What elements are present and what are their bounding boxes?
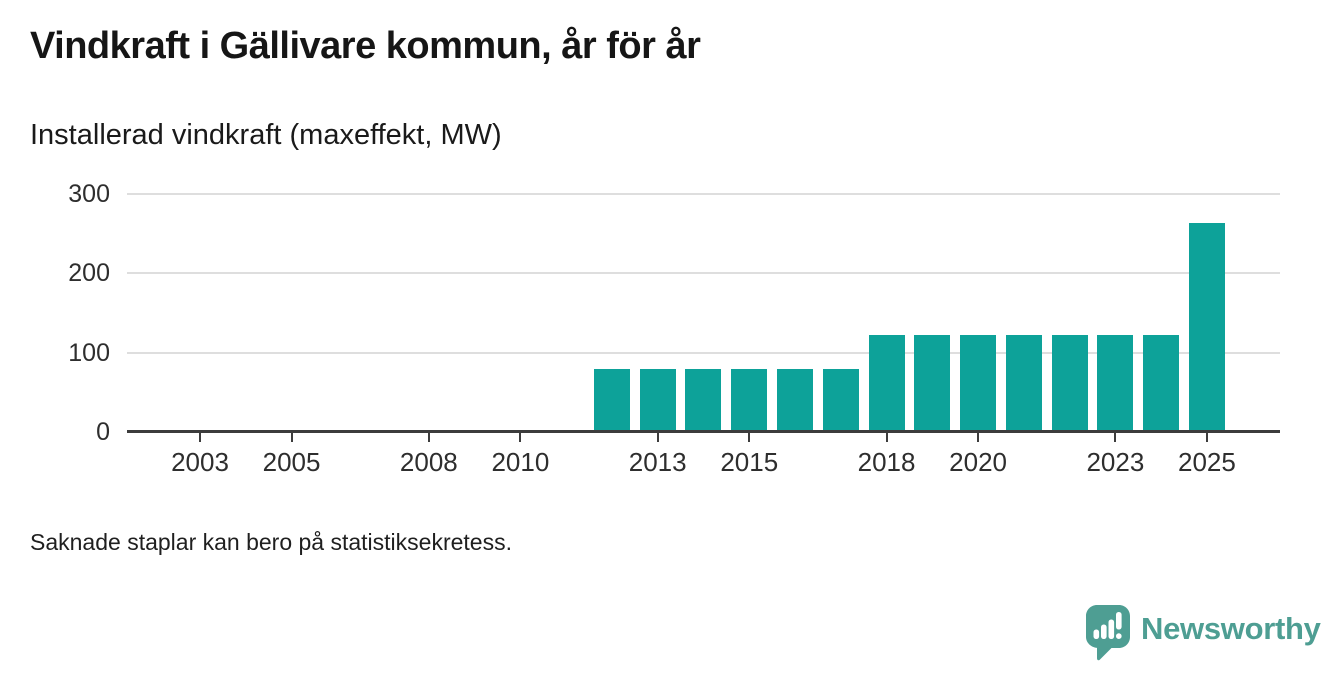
x-tick-label-2010: 2010 bbox=[491, 447, 550, 477]
bar-2015 bbox=[731, 368, 768, 432]
gridline-100 bbox=[127, 351, 1280, 354]
footnote: Saknade staplar kan bero på statistiksek… bbox=[30, 529, 512, 555]
bar-2020 bbox=[960, 335, 997, 432]
x-tick-label-2005: 2005 bbox=[262, 447, 321, 477]
bar-2022 bbox=[1051, 335, 1088, 432]
bar-2019 bbox=[914, 335, 951, 432]
x-tick-label-2023: 2023 bbox=[1086, 447, 1145, 477]
x-tick-2025 bbox=[1205, 433, 1208, 442]
bar-2014 bbox=[685, 368, 722, 432]
bar-2023 bbox=[1097, 335, 1134, 432]
gridline-200 bbox=[127, 272, 1280, 275]
chart-subtitle: Installerad vindkraft (maxeffekt, MW) bbox=[30, 119, 502, 151]
x-tick-label-2015: 2015 bbox=[720, 447, 779, 477]
newsworthy-logo-text: Newsworthy bbox=[1141, 611, 1321, 646]
x-tick-2013 bbox=[656, 433, 659, 442]
bar-2013 bbox=[639, 368, 676, 432]
x-tick-2005 bbox=[290, 433, 293, 442]
bar-2021 bbox=[1005, 335, 1042, 432]
y-tick-label-0: 0 bbox=[96, 418, 110, 446]
gridline-300 bbox=[127, 193, 1280, 195]
x-tick-2020 bbox=[977, 433, 980, 442]
x-tick-2023 bbox=[1114, 433, 1117, 442]
newsworthy-speech-bubble-bar-chart-icon bbox=[1086, 605, 1130, 661]
chart-title: Vindkraft i Gällivare kommun, år för år bbox=[30, 25, 701, 67]
x-tick-2008 bbox=[427, 433, 430, 442]
bar-2012 bbox=[593, 368, 630, 432]
x-tick-2003 bbox=[199, 433, 201, 442]
x-tick-label-2003: 2003 bbox=[171, 447, 229, 477]
bar-2025 bbox=[1188, 223, 1225, 432]
x-tick-label-2013: 2013 bbox=[628, 447, 687, 477]
x-tick-label-2025: 2025 bbox=[1178, 447, 1236, 477]
bar-2018 bbox=[868, 335, 905, 432]
newsworthy-logo: Newsworthy bbox=[1085, 604, 1321, 662]
y-tick-label-300: 300 bbox=[68, 180, 110, 208]
x-tick-2018 bbox=[885, 433, 888, 442]
bar-2017 bbox=[822, 368, 859, 432]
y-tick-label-100: 100 bbox=[68, 338, 110, 367]
bar-2024 bbox=[1143, 335, 1180, 432]
x-tick-label-2008: 2008 bbox=[399, 447, 458, 477]
x-tick-2010 bbox=[519, 433, 522, 442]
y-tick-label-200: 200 bbox=[68, 259, 110, 288]
x-tick-label-2018: 2018 bbox=[857, 447, 916, 477]
x-tick-2015 bbox=[748, 433, 751, 442]
x-tick-label-2020: 2020 bbox=[949, 447, 1007, 477]
bar-2016 bbox=[777, 368, 813, 432]
x-axis-line bbox=[127, 430, 1280, 433]
